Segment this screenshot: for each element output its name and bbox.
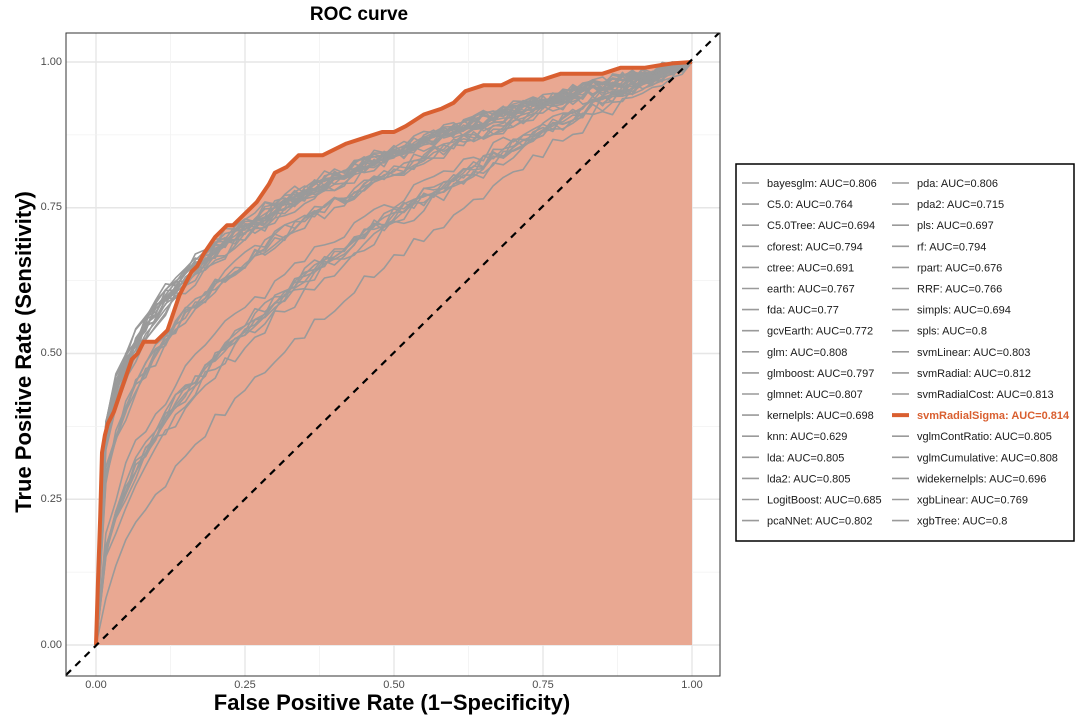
legend-item: glmboost: AUC=0.797 bbox=[742, 368, 874, 380]
legend: bayesglm: AUC=0.806 C5.0: AUC=0.764 C5.0Tr… bbox=[735, 163, 1075, 542]
legend-item: svmRadialSigma: AUC=0.814 bbox=[892, 410, 1070, 422]
legend-item: RRF: AUC=0.766 bbox=[892, 284, 1002, 296]
legend-item: earth: AUC=0.767 bbox=[742, 284, 855, 296]
legend-item: xgbLinear: AUC=0.769 bbox=[892, 495, 1028, 507]
legend-item: pcaNNet: AUC=0.802 bbox=[742, 516, 872, 528]
y-tick-label: 0.00 bbox=[41, 639, 62, 651]
legend-label: cforest: AUC=0.794 bbox=[767, 241, 863, 253]
y-axis: 0.00 0.25 0.50 0.75 1.00 bbox=[41, 56, 62, 651]
legend-item: svmRadial: AUC=0.812 bbox=[892, 368, 1031, 380]
legend-label: spls: AUC=0.8 bbox=[917, 326, 987, 338]
panel-border bbox=[65, 32, 721, 677]
roc-curve-xgbLinear bbox=[95, 61, 692, 646]
legend-label: svmRadialCost: AUC=0.813 bbox=[917, 389, 1054, 401]
legend-item: widekernelpls: AUC=0.696 bbox=[892, 473, 1046, 485]
y-axis-title: True Positive Rate (Sensitivity) bbox=[11, 191, 36, 513]
legend-label: rpart: AUC=0.676 bbox=[917, 262, 1002, 274]
legend-item: ctree: AUC=0.691 bbox=[742, 262, 854, 274]
x-tick-label: 0.75 bbox=[532, 679, 553, 691]
legend-label: pcaNNet: AUC=0.802 bbox=[767, 516, 872, 528]
legend-label: glm: AUC=0.808 bbox=[767, 347, 847, 359]
legend-label: RRF: AUC=0.766 bbox=[917, 284, 1002, 296]
legend-item: svmLinear: AUC=0.803 bbox=[892, 347, 1030, 359]
legend-label: earth: AUC=0.767 bbox=[767, 284, 855, 296]
roc-curve-rpart bbox=[95, 61, 693, 646]
legend-item: kernelpls: AUC=0.698 bbox=[742, 410, 874, 422]
legend-item: vglmContRatio: AUC=0.805 bbox=[892, 431, 1052, 443]
legend-label: knn: AUC=0.629 bbox=[767, 431, 847, 443]
legend-label: kernelpls: AUC=0.698 bbox=[767, 410, 874, 422]
legend-item: xgbTree: AUC=0.8 bbox=[892, 516, 1007, 528]
legend-label: svmRadial: AUC=0.812 bbox=[917, 368, 1031, 380]
legend-label: C5.0: AUC=0.764 bbox=[767, 199, 853, 211]
x-tick-label: 0.00 bbox=[85, 679, 106, 691]
legend-label: pls: AUC=0.697 bbox=[917, 220, 994, 232]
legend-label: ctree: AUC=0.691 bbox=[767, 262, 854, 274]
legend-label: widekernelpls: AUC=0.696 bbox=[916, 473, 1046, 485]
roc-curve-widekernelpls bbox=[95, 61, 693, 646]
legend-item: cforest: AUC=0.794 bbox=[742, 241, 863, 253]
legend-label: C5.0Tree: AUC=0.694 bbox=[767, 220, 875, 232]
legend-label: fda: AUC=0.77 bbox=[767, 305, 839, 317]
legend-label: vglmContRatio: AUC=0.805 bbox=[917, 431, 1052, 443]
x-tick-label: 0.50 bbox=[383, 679, 404, 691]
legend-label: vglmCumulative: AUC=0.808 bbox=[917, 452, 1058, 464]
x-tick-label: 1.00 bbox=[681, 679, 702, 691]
legend-label: LogitBoost: AUC=0.685 bbox=[767, 495, 882, 507]
legend-item: C5.0Tree: AUC=0.694 bbox=[742, 220, 875, 232]
legend-item: bayesglm: AUC=0.806 bbox=[742, 178, 877, 190]
legend-item: spls: AUC=0.8 bbox=[892, 326, 987, 338]
legend-item: rf: AUC=0.794 bbox=[892, 241, 986, 253]
legend-label: gcvEarth: AUC=0.772 bbox=[767, 326, 873, 338]
legend-item: pda: AUC=0.806 bbox=[892, 178, 998, 190]
roc-curve-gcvEarth bbox=[95, 61, 693, 646]
legend-label: rf: AUC=0.794 bbox=[917, 241, 986, 253]
y-tick-label: 0.75 bbox=[41, 201, 62, 213]
legend-label: xgbLinear: AUC=0.769 bbox=[917, 495, 1028, 507]
legend-label: glmboost: AUC=0.797 bbox=[767, 368, 874, 380]
y-tick-label: 0.25 bbox=[41, 493, 62, 505]
roc-curve-knn bbox=[95, 61, 693, 646]
legend-label: glmnet: AUC=0.807 bbox=[767, 389, 863, 401]
diagonal-reference-line bbox=[65, 32, 720, 676]
roc-curve-vglmCumulative bbox=[95, 61, 693, 646]
legend-item: svmRadialCost: AUC=0.813 bbox=[892, 389, 1054, 401]
roc-curve-svmRadialSigma bbox=[94, 60, 693, 646]
legend-item: fda: AUC=0.77 bbox=[742, 305, 839, 317]
legend-label: lda2: AUC=0.805 bbox=[767, 473, 850, 485]
legend-item: LogitBoost: AUC=0.685 bbox=[742, 495, 882, 507]
legend-label: xgbTree: AUC=0.8 bbox=[917, 516, 1007, 528]
highlight-curve-layer bbox=[94, 60, 693, 646]
legend-item: glmnet: AUC=0.807 bbox=[742, 389, 863, 401]
y-tick-label: 0.50 bbox=[41, 347, 62, 359]
x-axis-title: False Positive Rate (1−Specificity) bbox=[214, 690, 570, 715]
legend-item: pda2: AUC=0.715 bbox=[892, 199, 1004, 211]
legend-item: lda2: AUC=0.805 bbox=[742, 473, 850, 485]
legend-item: rpart: AUC=0.676 bbox=[892, 262, 1002, 274]
legend-label: pda2: AUC=0.715 bbox=[917, 199, 1004, 211]
legend-label: svmLinear: AUC=0.803 bbox=[917, 347, 1030, 359]
legend-label: bayesglm: AUC=0.806 bbox=[767, 178, 877, 190]
legend-item: knn: AUC=0.629 bbox=[742, 431, 847, 443]
legend-label: simpls: AUC=0.694 bbox=[917, 305, 1011, 317]
x-tick-label: 0.25 bbox=[234, 679, 255, 691]
legend-label: lda: AUC=0.805 bbox=[767, 452, 844, 464]
legend-item: vglmCumulative: AUC=0.808 bbox=[892, 452, 1058, 464]
legend-label: pda: AUC=0.806 bbox=[917, 178, 998, 190]
plot-panel bbox=[65, 32, 721, 677]
y-tick-label: 1.00 bbox=[41, 56, 62, 68]
legend-item: lda: AUC=0.805 bbox=[742, 452, 844, 464]
legend-label: svmRadialSigma: AUC=0.814 bbox=[917, 410, 1070, 422]
legend-item: C5.0: AUC=0.764 bbox=[742, 199, 853, 211]
legend-item: simpls: AUC=0.694 bbox=[892, 305, 1011, 317]
legend-item: glm: AUC=0.808 bbox=[742, 347, 847, 359]
legend-item: pls: AUC=0.697 bbox=[892, 220, 994, 232]
x-axis: 0.00 0.25 0.50 0.75 1.00 bbox=[85, 679, 702, 691]
legend-item: gcvEarth: AUC=0.772 bbox=[742, 326, 873, 338]
chart-title: ROC curve bbox=[310, 4, 408, 25]
